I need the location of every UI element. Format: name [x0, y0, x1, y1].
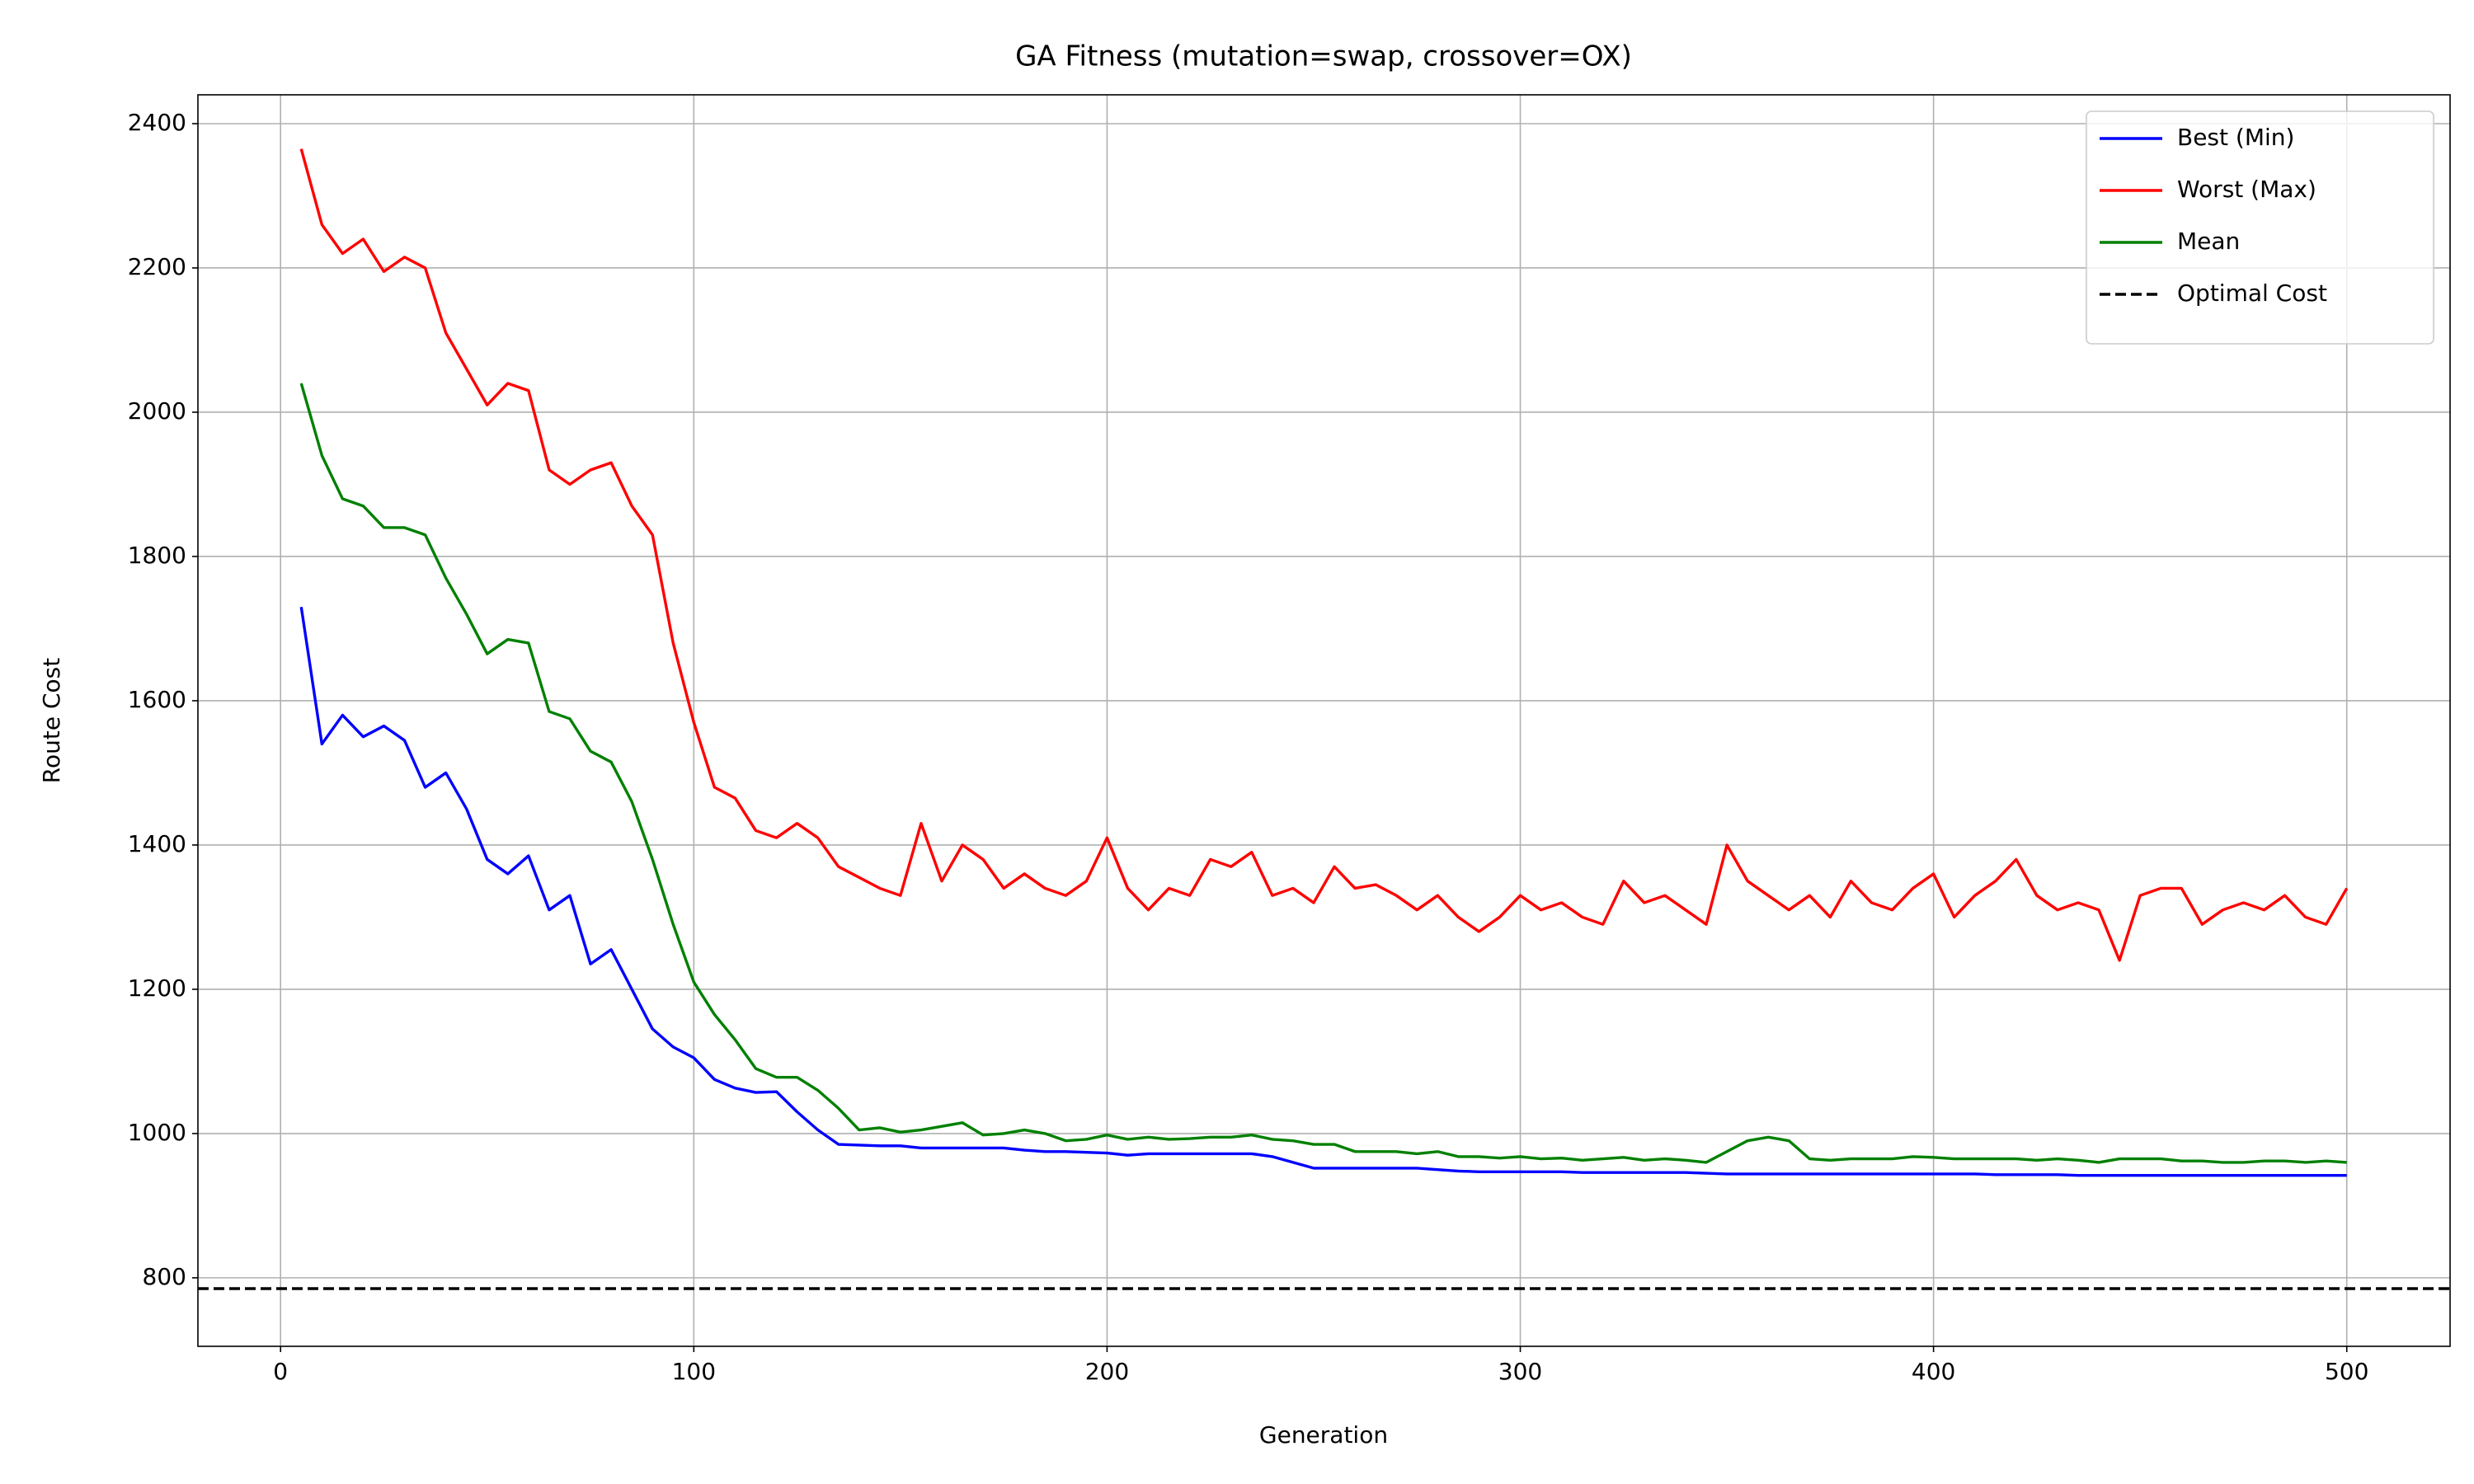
y-tick-label: 2000	[128, 397, 186, 425]
x-tick-label: 300	[1498, 1358, 1542, 1385]
plot-frame	[197, 94, 2451, 1347]
plot-area	[198, 148, 2450, 1290]
legend-box	[2086, 110, 2434, 345]
y-axis-label: Route Cost	[38, 658, 65, 783]
y-tick-label: 1600	[128, 686, 186, 713]
y-tick-label: 1200	[128, 974, 186, 1002]
legend-label: Optimal Cost	[2177, 279, 2327, 307]
y-tick-label: 2400	[128, 109, 186, 136]
series-line	[299, 606, 2347, 1177]
y-tick-label: 1800	[128, 542, 186, 569]
y-tick-label: 2200	[128, 253, 186, 280]
series-line	[299, 148, 2349, 962]
x-tick-label: 100	[672, 1358, 716, 1385]
legend-label: Mean	[2177, 228, 2240, 255]
x-axis-label: Generation	[1259, 1421, 1388, 1449]
series-line	[299, 383, 2347, 1164]
chart-title: GA Fitness (mutation=swap, crossover=OX)	[1015, 40, 1632, 73]
x-tick-label: 200	[1085, 1358, 1129, 1385]
y-tick-label: 1400	[128, 830, 186, 857]
x-tick-label: 0	[273, 1358, 288, 1385]
legend-label: Worst (Max)	[2177, 176, 2316, 203]
y-tick-label: 800	[143, 1263, 186, 1290]
x-tick-label: 500	[2325, 1358, 2368, 1385]
legend-label: Best (Min)	[2177, 124, 2294, 151]
x-tick-label: 400	[1912, 1358, 1955, 1385]
y-tick-label: 1000	[128, 1119, 186, 1146]
